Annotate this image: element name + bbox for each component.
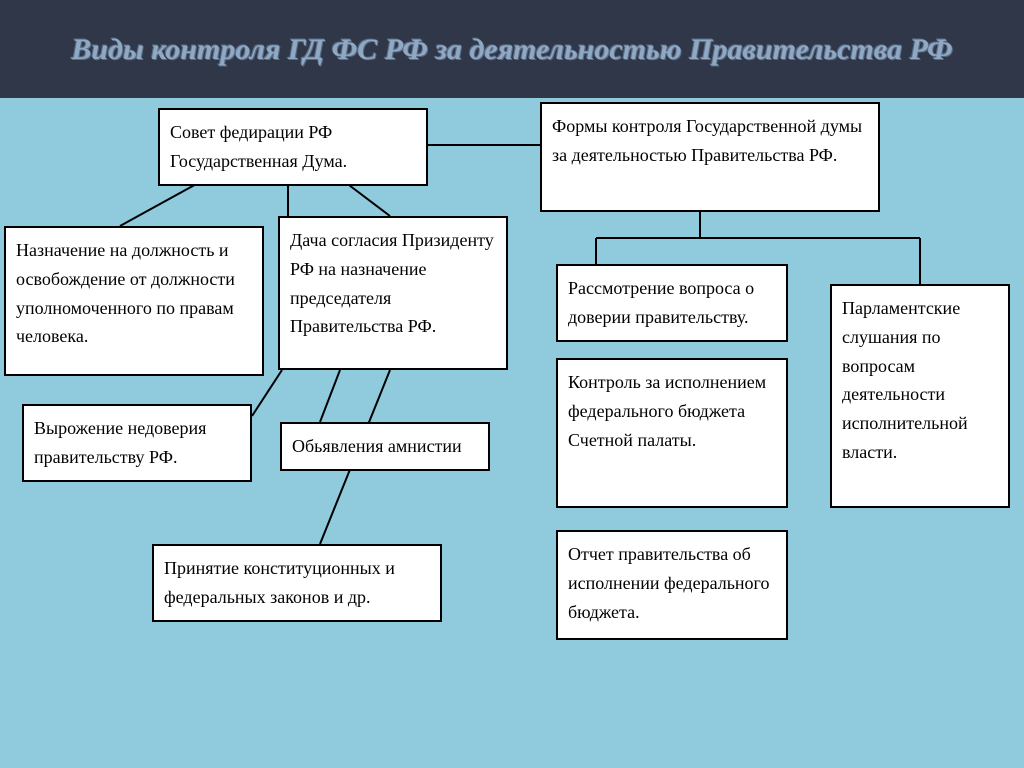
diagram-box: Отчет правительства об исполнении федера… [556,530,788,640]
diagram-box: Обьявления амнистии [280,422,490,471]
diagram-box: Вырожение недоверия правительству РФ. [22,404,252,482]
diagram-box: Совет федирации РФГосударственная Дума. [158,108,428,186]
page-title: Виды контроля ГД ФС РФ за деятельностью … [71,30,952,69]
diagram-box: Формы контроля Государственной думы за д… [540,102,880,212]
header: Виды контроля ГД ФС РФ за деятельностью … [0,0,1024,98]
diagram-box: Парламентские слушания по вопросам деяте… [830,284,1010,508]
diagram-box: Назначение на должность и освобождение о… [4,226,264,376]
diagram-box: Дача согласия Призиденту РФ на назначени… [278,216,508,370]
diagram-box: Контроль за исполнением федерального бюд… [556,358,788,508]
diagram-box: Рассмотрение вопроса о доверии правитель… [556,264,788,342]
diagram-area: Совет федирации РФГосударственная Дума. Ф… [0,98,1024,768]
diagram-box: Принятие конституционных и федеральных з… [152,544,442,622]
